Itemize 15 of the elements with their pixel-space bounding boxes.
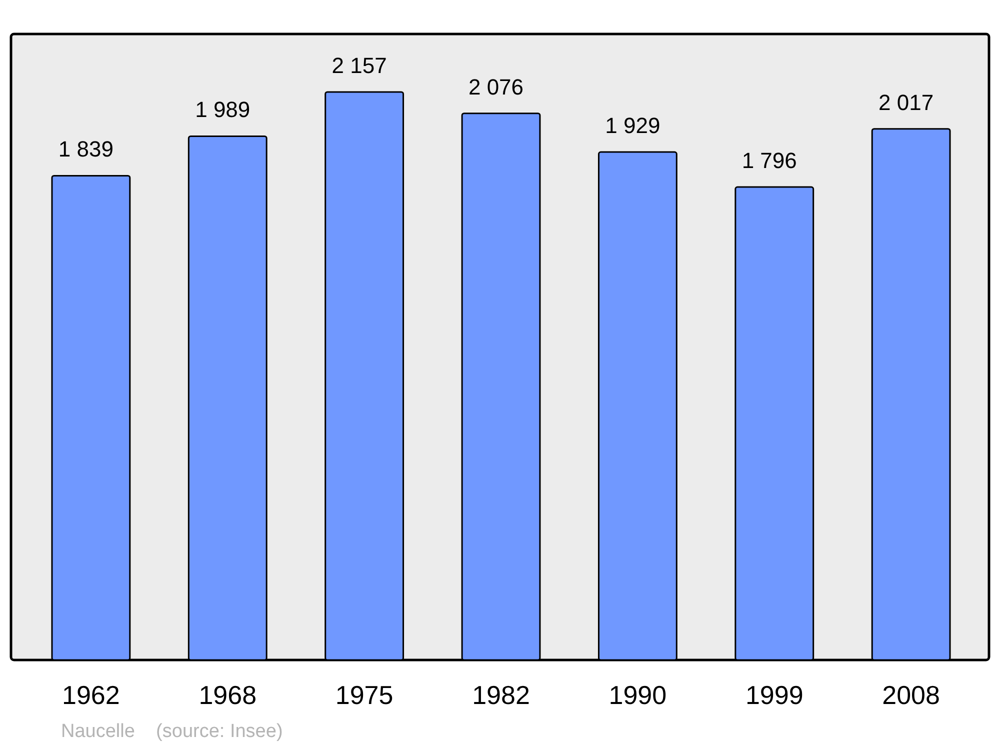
data-label: 1 929: [605, 113, 660, 138]
x-tick-label: 1975: [335, 680, 394, 710]
x-tick-label: 1962: [62, 680, 120, 710]
text: Naucelle (source: Insee): [61, 721, 283, 742]
x-tick-label: 2008: [882, 680, 940, 710]
x-tick-label: 1968: [198, 680, 257, 710]
data-label: 1 839: [58, 136, 114, 162]
data-label: 2 157: [332, 53, 387, 78]
x-tick-label: 1990: [608, 680, 667, 710]
data-label: 1 989: [195, 97, 250, 122]
x-tick-label: 1999: [745, 680, 804, 710]
x-tick-label: 1982: [472, 680, 530, 710]
data-label: 1 796: [742, 148, 797, 174]
data-label: 2 076: [468, 74, 524, 100]
data-label: 2 017: [878, 90, 934, 115]
